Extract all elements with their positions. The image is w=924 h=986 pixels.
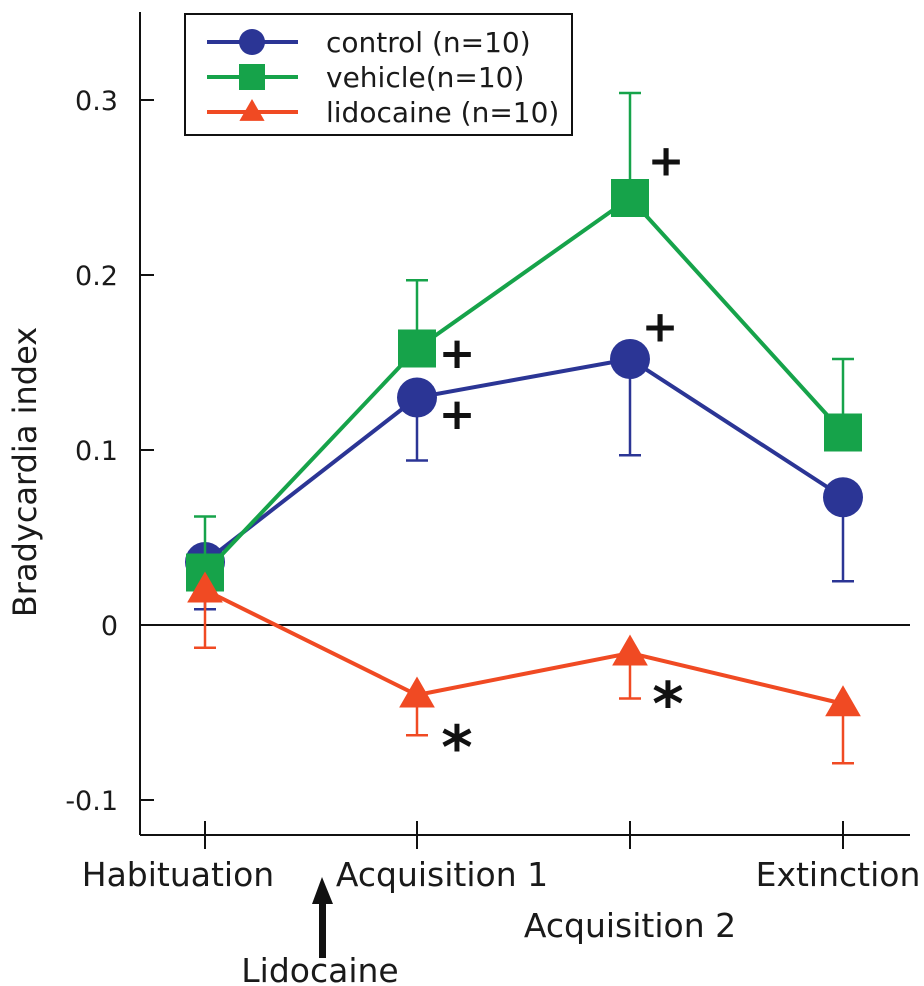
- legend-label: lidocaine (n=10): [326, 96, 559, 129]
- series-line: [204, 588, 844, 706]
- significance-plus: +: [642, 302, 679, 353]
- data-point-triangle: [612, 634, 648, 666]
- series-line: [203, 195, 845, 574]
- legend-item: vehicle(n=10): [207, 61, 524, 94]
- series-square: [186, 91, 862, 592]
- legend-item: control (n=10): [207, 26, 531, 59]
- axes: -0.1 0 0.1 0.2 0.3: [65, 12, 910, 849]
- data-point-triangle: [239, 98, 265, 121]
- data-point-square: [611, 179, 649, 217]
- significance-plus: +: [439, 328, 476, 379]
- x-category-labels: Habituation Acquisition 1 Acquisition 2 Ext…: [82, 855, 921, 945]
- data-point-circle: [823, 477, 863, 518]
- data-point-triangle: [187, 571, 223, 603]
- data-point-square: [824, 413, 862, 452]
- data-point-circle: [239, 29, 265, 55]
- y-tick-label: 0.3: [75, 86, 118, 117]
- x-category-label: Acquisition 1: [336, 855, 548, 894]
- data-point-triangle: [825, 685, 861, 717]
- y-tick-label: 0: [101, 611, 118, 642]
- lidocaine-arrow: Lidocaine: [241, 877, 399, 986]
- x-category-label: Extinction: [756, 855, 921, 894]
- data-point-square: [239, 64, 265, 90]
- legend: control (n=10)vehicle(n=10)lidocaine (n=…: [184, 13, 573, 136]
- drug-marker-label: Lidocaine: [241, 951, 398, 986]
- data-point-circle: [397, 377, 437, 418]
- y-tick-label: 0.1: [75, 436, 118, 467]
- series-circle: [185, 339, 863, 611]
- data-point-square: [398, 329, 436, 368]
- legend-label: vehicle(n=10): [326, 61, 524, 94]
- significance-star: *: [652, 669, 683, 739]
- annotation-layer: + + + + * *: [439, 135, 685, 783]
- series-line: [203, 356, 845, 564]
- series-triangle: [187, 571, 861, 765]
- significance-star: *: [441, 713, 472, 783]
- y-axis-label: Bradycardia index: [6, 327, 44, 617]
- significance-plus: +: [648, 135, 685, 186]
- y-tick-label: 0.2: [75, 261, 118, 292]
- up-arrow-icon: [312, 877, 333, 958]
- data-point-circle: [610, 339, 650, 379]
- significance-plus: +: [439, 389, 476, 440]
- series-layer: [185, 91, 863, 765]
- y-tick-label: -0.1: [65, 786, 118, 817]
- x-category-label: Habituation: [82, 855, 274, 894]
- data-point-triangle: [399, 676, 435, 708]
- legend-label: control (n=10): [326, 26, 531, 59]
- x-category-label: Acquisition 2: [524, 906, 736, 945]
- legend-item: lidocaine (n=10): [207, 96, 559, 129]
